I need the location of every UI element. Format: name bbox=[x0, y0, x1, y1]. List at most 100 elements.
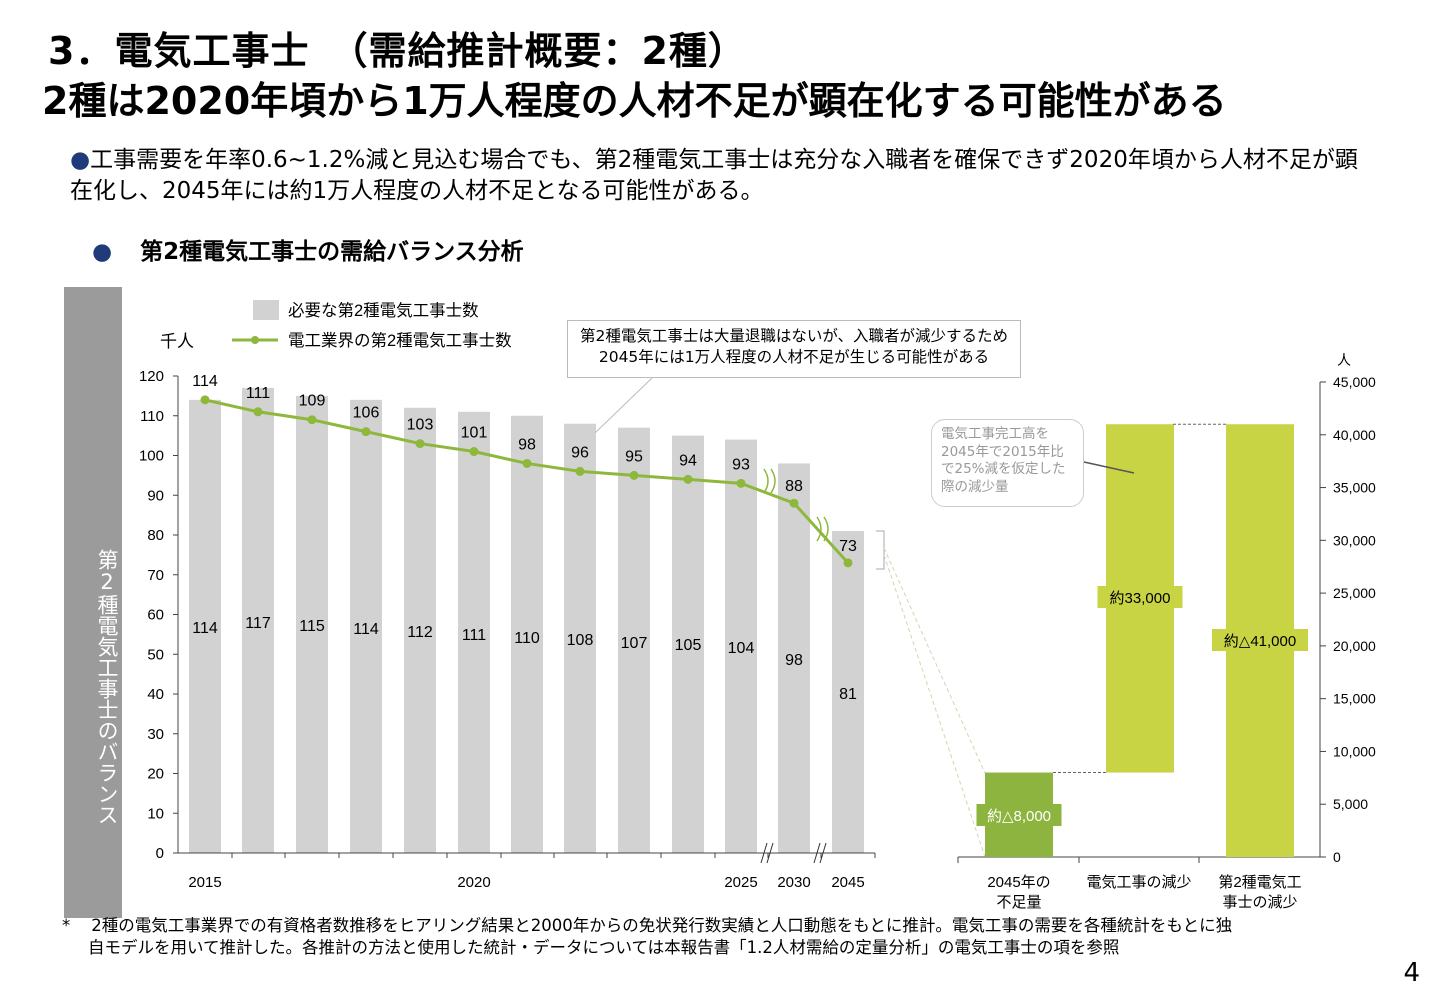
bar-label: 105 bbox=[675, 637, 702, 654]
bar-2021 bbox=[511, 415, 543, 853]
axis-break-icon bbox=[813, 842, 821, 864]
y-tick-label: 60 bbox=[147, 607, 164, 624]
right-y-tick-label: 40,000 bbox=[1333, 427, 1376, 443]
right-x-label: 第2種電気工 bbox=[1218, 873, 1301, 891]
callout-pointer bbox=[594, 377, 653, 434]
right-unit-label: 人 bbox=[1337, 353, 1351, 369]
bar-2023 bbox=[618, 427, 650, 853]
line-point bbox=[683, 474, 693, 484]
bar-label: 81 bbox=[839, 686, 857, 703]
line-point bbox=[253, 407, 263, 417]
legend-swatch-point bbox=[251, 336, 259, 344]
line-label: 98 bbox=[518, 436, 536, 453]
line-label: 103 bbox=[407, 417, 434, 434]
bar-label: 98 bbox=[785, 652, 803, 669]
line-label: 114 bbox=[192, 373, 218, 390]
line-point bbox=[736, 478, 746, 488]
side-banner: 第2種電気工事士のバランス bbox=[64, 287, 122, 918]
y-tick-label: 0 bbox=[156, 845, 164, 862]
line-point bbox=[415, 439, 425, 449]
bar-2016 bbox=[242, 387, 274, 853]
bar-2030 bbox=[778, 463, 810, 853]
lead-text: ●工事需要を年率0.6~1.2%減と見込む場合でも、第2種電気工事士は充分な入職… bbox=[70, 145, 1370, 207]
bar-label: 107 bbox=[621, 635, 648, 652]
y-tick-label: 110 bbox=[140, 408, 164, 425]
line-point bbox=[575, 466, 585, 476]
gap-bracket bbox=[876, 530, 885, 570]
right-x-label: 不足量 bbox=[996, 894, 1041, 911]
section-title: ● 第2種電気工事士の需給バランス分析 bbox=[92, 232, 524, 266]
x-tick-label: 2030 bbox=[777, 874, 810, 891]
line-label: 88 bbox=[785, 478, 803, 495]
line-point bbox=[629, 470, 639, 480]
bullet-icon: ● bbox=[92, 239, 113, 265]
line-label: 95 bbox=[625, 448, 643, 465]
waterfall-label: 約△41,000 bbox=[1224, 633, 1296, 650]
callout-pointer bbox=[1083, 461, 1135, 474]
left-unit-label: 千人 bbox=[160, 332, 194, 352]
line-label: 93 bbox=[732, 456, 750, 473]
footnote-line-2: 自モデルを用いて推計した。各推計の方法と使用した統計・データについては本報告書「… bbox=[88, 938, 1120, 957]
right-y-tick-label: 10,000 bbox=[1333, 743, 1376, 759]
bar-2022 bbox=[564, 423, 596, 853]
line-point bbox=[789, 498, 799, 508]
bar-label: 115 bbox=[299, 618, 325, 635]
bar-2024 bbox=[672, 435, 704, 853]
line-label: 101 bbox=[461, 425, 488, 442]
line-label: 106 bbox=[353, 405, 380, 422]
bar-2018 bbox=[350, 399, 382, 853]
waterfall-label-bg bbox=[1097, 586, 1183, 608]
bar-label: 114 bbox=[353, 621, 379, 638]
y-tick-label: 100 bbox=[139, 448, 164, 465]
section-title-text: 第2種電気工事士の需給バランス分析 bbox=[140, 239, 524, 265]
axis-break-icon bbox=[766, 842, 774, 864]
title-line-1: 3．電気工事士 （需給推計概要：2種） bbox=[48, 29, 747, 73]
line-break-icon bbox=[763, 468, 776, 494]
right-callout: 電気工事完工高を2045年で2015年比で25%減を仮定した際の減少量 bbox=[931, 419, 1084, 507]
right-y-tick-label: 15,000 bbox=[1333, 691, 1376, 707]
bar-label: 112 bbox=[407, 624, 433, 641]
right-y-tick-label: 20,000 bbox=[1333, 638, 1376, 654]
bar-label: 108 bbox=[567, 632, 594, 649]
title-line-2: 2種は2020年頃から1万人程度の人材不足が顕在化する可能性がある bbox=[42, 79, 1227, 123]
bar-label: 111 bbox=[462, 627, 486, 644]
axis-break-icon bbox=[819, 842, 827, 864]
line-point bbox=[469, 447, 479, 457]
line-label: 96 bbox=[571, 444, 589, 461]
y-tick-label: 50 bbox=[147, 646, 164, 663]
waterfall-label-bg bbox=[1212, 629, 1308, 651]
footnote-mark: * bbox=[62, 916, 71, 935]
y-tick-label: 40 bbox=[147, 686, 164, 703]
left-callout: 第2種電気工事士は大量退職はないが、入職者が減少するため2045年には1万人程度… bbox=[567, 320, 1021, 378]
right-y-tick-label: 25,000 bbox=[1333, 585, 1376, 601]
page-number: 4 bbox=[1403, 958, 1420, 988]
legend-label-line: 電工業界の第2種電気工事士数 bbox=[288, 331, 512, 350]
bar-2020 bbox=[458, 411, 490, 853]
right-x-label: 電気工事の減少 bbox=[1086, 874, 1191, 891]
y-tick-label: 120 bbox=[139, 368, 164, 385]
x-tick-label: 2020 bbox=[457, 874, 490, 891]
right-y-tick-label: 45,000 bbox=[1333, 374, 1376, 390]
legend-label-bar: 必要な第2種電気工事士数 bbox=[288, 301, 479, 320]
line-label: 94 bbox=[679, 452, 697, 469]
y-tick-label: 30 bbox=[147, 726, 164, 743]
waterfall-label-bg bbox=[976, 804, 1062, 826]
right-x-label: 2045年の bbox=[987, 874, 1050, 891]
y-tick-label: 90 bbox=[147, 487, 164, 504]
bullet-icon: ● bbox=[70, 147, 91, 173]
line-point bbox=[200, 395, 210, 405]
waterfall-label: 約33,000 bbox=[1110, 590, 1171, 607]
line-label: 111 bbox=[246, 385, 270, 402]
line-point bbox=[843, 558, 853, 568]
y-tick-label: 70 bbox=[147, 567, 164, 584]
right-y-tick-label: 35,000 bbox=[1333, 480, 1376, 496]
line-point bbox=[522, 458, 532, 468]
legend-swatch-bar bbox=[253, 300, 279, 320]
line-break-icon bbox=[816, 516, 829, 542]
y-tick-label: 80 bbox=[147, 527, 164, 544]
lead-body: 工事需要を年率0.6~1.2%減と見込む場合でも、第2種電気工事士は充分な入職者… bbox=[70, 147, 1358, 204]
bar-label: 114 bbox=[192, 620, 218, 637]
waterfall-label: 約△8,000 bbox=[987, 808, 1051, 825]
x-tick-label: 2015 bbox=[188, 874, 221, 891]
